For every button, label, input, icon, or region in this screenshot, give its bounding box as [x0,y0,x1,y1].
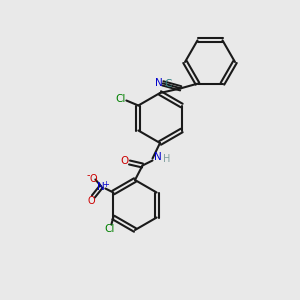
Text: O: O [120,157,129,166]
Text: Cl: Cl [115,94,125,104]
Text: Cl: Cl [104,224,115,235]
Text: H: H [163,154,170,164]
Text: N: N [154,152,161,161]
Text: +: + [102,180,109,189]
Text: N: N [98,182,105,191]
Text: -: - [87,170,90,181]
Text: N: N [155,78,163,88]
Text: O: O [89,173,97,184]
Text: C: C [164,79,171,89]
Text: O: O [88,196,95,206]
